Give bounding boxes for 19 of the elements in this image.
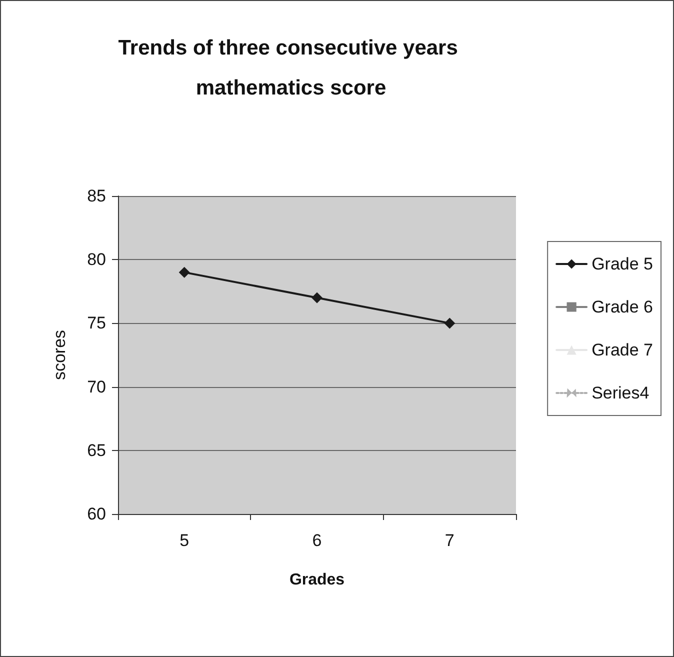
legend-label: Grade 7 bbox=[592, 340, 654, 360]
y-tick-label: 75 bbox=[87, 314, 106, 333]
y-tick-label: 70 bbox=[87, 377, 106, 396]
x-axis-title: Grades bbox=[289, 572, 345, 588]
y-tick-label: 85 bbox=[87, 186, 106, 206]
point bbox=[444, 318, 456, 329]
x-tick-label: 7 bbox=[444, 531, 454, 550]
y-tick-label: 65 bbox=[87, 440, 106, 460]
y-axis-title: scores bbox=[50, 330, 69, 380]
y-tick-label: 60 bbox=[87, 504, 106, 524]
chart-title: Trends of three consecutive years mathematics score bbox=[118, 36, 464, 100]
point bbox=[312, 292, 322, 304]
legend-label: Grade 6 bbox=[592, 298, 654, 316]
x-tick-label: 6 bbox=[312, 531, 322, 550]
y-tick-label: 80 bbox=[87, 250, 106, 270]
x-tick-label: 5 bbox=[180, 531, 190, 550]
point bbox=[178, 266, 190, 278]
legend-label: Series4 bbox=[592, 384, 650, 402]
legend-label: Grade 5 bbox=[592, 254, 654, 274]
